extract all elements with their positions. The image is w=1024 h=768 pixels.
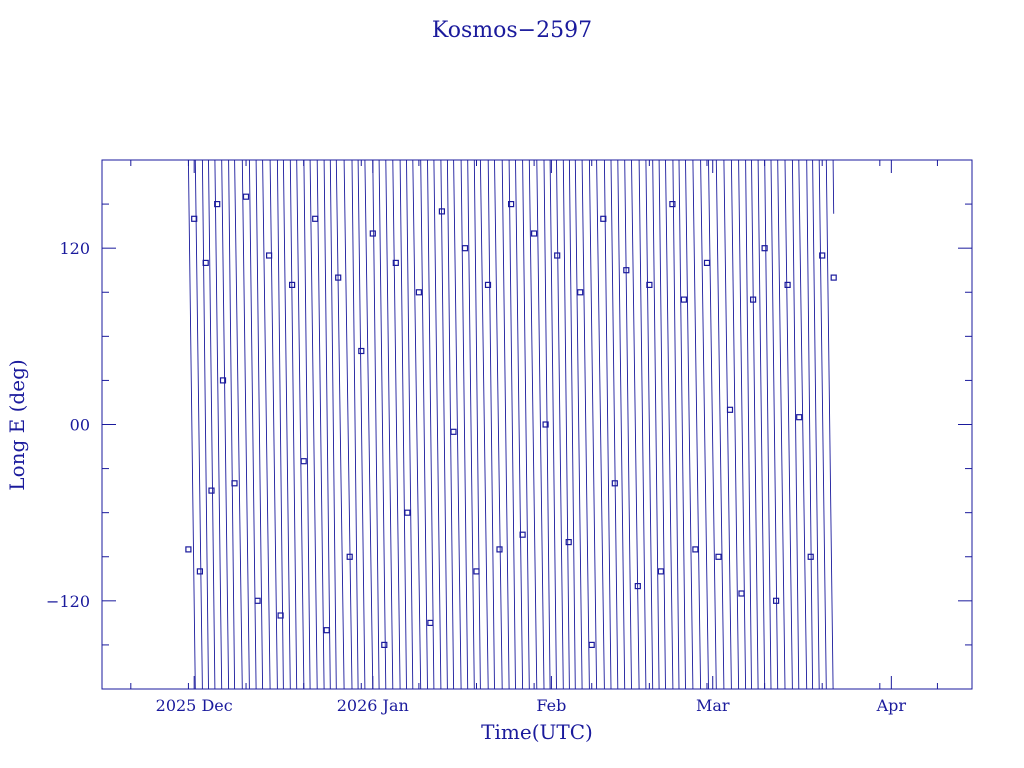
data-point: [404, 509, 411, 516]
plot-frame: [101, 159, 973, 690]
data-point: [219, 377, 227, 384]
data-point: [185, 546, 192, 553]
data-point: [761, 245, 768, 252]
data-point: [634, 582, 641, 590]
data-point: [819, 252, 826, 259]
data-point: [703, 259, 711, 266]
data-point: [772, 597, 780, 604]
data-point: [312, 215, 319, 222]
data-point: [519, 531, 526, 538]
data-point: [202, 259, 209, 266]
data-point: [300, 458, 307, 465]
data-marks: [185, 159, 837, 690]
data-point: [680, 296, 688, 303]
data-point: [231, 480, 238, 487]
data-point: [669, 201, 676, 208]
data-point: [738, 590, 745, 597]
data-point: [266, 252, 273, 259]
data-point: [450, 428, 457, 435]
data-point: [692, 546, 699, 553]
data-point: [358, 347, 365, 355]
x-tick-label: 2026 Jan: [337, 696, 409, 715]
data-point: [214, 201, 221, 208]
data-point: [715, 553, 722, 560]
data-point: [657, 568, 665, 575]
data-point: [461, 245, 469, 252]
data-point: [784, 281, 791, 288]
data-point: [508, 201, 515, 208]
data-point: [323, 627, 330, 634]
data-point: [565, 538, 572, 546]
data-point: [254, 597, 261, 604]
data-point: [346, 553, 353, 560]
data-point: [191, 215, 198, 222]
data-point: [208, 487, 215, 494]
data-point: [646, 281, 653, 288]
data-point: [242, 193, 250, 200]
x-tick-label: Apr: [876, 696, 907, 715]
y-axis-label: Long E (deg): [5, 359, 29, 490]
data-point: [623, 267, 630, 274]
data-point: [369, 230, 376, 237]
data-point: [473, 568, 480, 575]
data-point: [726, 406, 734, 413]
data-point: [289, 281, 296, 288]
data-point: [335, 274, 342, 281]
x-axis-label: Time(UTC): [481, 720, 593, 744]
x-tick-label: 2025 Dec: [156, 696, 233, 715]
data-point: [577, 289, 584, 296]
data-point: [438, 208, 445, 215]
data-point: [415, 289, 422, 296]
data-point: [381, 641, 388, 649]
data-point: [530, 230, 538, 237]
data-point: [496, 546, 503, 553]
data-point: [611, 480, 618, 487]
axes: −120 00 120 2025 Dec 2026 Jan Feb Mar Apr: [46, 160, 972, 715]
data-point: [600, 215, 607, 222]
data-point: [542, 421, 549, 428]
data-point: [807, 553, 814, 560]
data-point: [427, 619, 434, 627]
data-point: [554, 252, 561, 259]
data-point: [830, 274, 837, 281]
chart-title: Kosmos−2597: [432, 18, 592, 43]
x-tick-label: Mar: [696, 696, 730, 715]
x-tick-label: Feb: [536, 696, 566, 715]
y-tick-label: 00: [70, 416, 90, 435]
data-point: [392, 259, 399, 266]
longitude-trace: [187, 159, 835, 690]
y-tick-label: 120: [59, 239, 90, 258]
data-point: [277, 612, 284, 619]
y-tick-label: −120: [46, 592, 90, 611]
data-point: [588, 641, 595, 649]
data-point: [484, 281, 492, 288]
data-point: [796, 414, 803, 421]
data-point: [749, 296, 757, 303]
data-point: [196, 568, 203, 575]
